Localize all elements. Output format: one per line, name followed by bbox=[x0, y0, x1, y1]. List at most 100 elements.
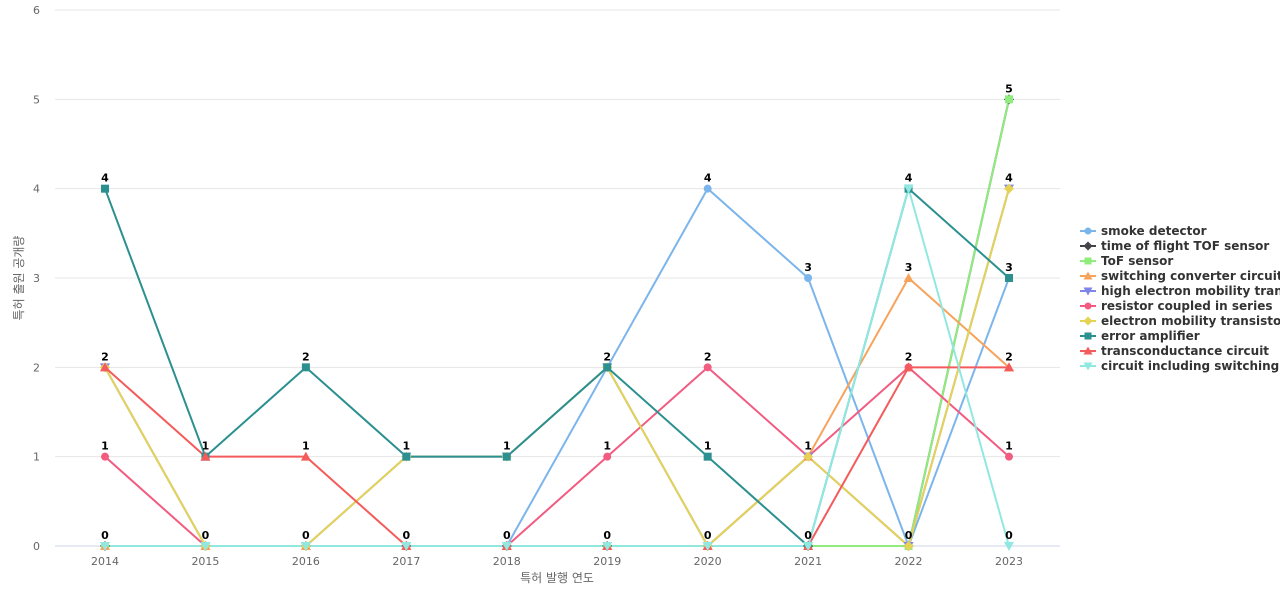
legend-symbol bbox=[1083, 271, 1093, 280]
data-label: 5 bbox=[1005, 82, 1013, 95]
data-point bbox=[703, 184, 712, 193]
series-line bbox=[105, 99, 1010, 547]
x-tick-label: 2017 bbox=[392, 555, 420, 568]
data-label: 4 bbox=[905, 172, 913, 185]
data-point bbox=[300, 451, 311, 461]
x-tick-label: 2019 bbox=[593, 555, 621, 568]
y-tick-label: 0 bbox=[33, 540, 40, 553]
data-point bbox=[903, 184, 914, 194]
legend-symbol bbox=[1083, 346, 1093, 355]
y-tick-label: 1 bbox=[33, 451, 40, 464]
series-lines bbox=[104, 99, 1010, 547]
legend-label: error amplifier bbox=[1101, 329, 1200, 343]
data-point bbox=[101, 184, 109, 193]
legend-label: time of flight TOF sensor bbox=[1101, 239, 1269, 253]
data-label: 1 bbox=[1005, 440, 1013, 453]
data-point bbox=[602, 542, 613, 551]
x-tick-label: 2022 bbox=[895, 555, 923, 568]
x-axis-ticks: 2014 2015 2016 2017 2018 2019 2020 2021 2022 2023 bbox=[91, 555, 1023, 568]
data-label: 0 bbox=[603, 529, 611, 542]
legend-label: electron mobility transistor bbox=[1101, 314, 1280, 328]
data-label: 2 bbox=[905, 350, 913, 363]
data-point bbox=[501, 542, 512, 551]
y-tick-label: 6 bbox=[33, 4, 40, 17]
data-label: 1 bbox=[804, 440, 812, 453]
data-label: 4 bbox=[101, 172, 109, 185]
legend-label: transconductance circuit bbox=[1101, 344, 1269, 358]
y-tick-label: 3 bbox=[33, 272, 40, 285]
data-label: 1 bbox=[503, 440, 511, 453]
x-tick-label: 2021 bbox=[794, 555, 822, 568]
data-label: 0 bbox=[503, 529, 511, 542]
x-tick-label: 2016 bbox=[292, 555, 320, 568]
y-axis-title: 특허 출원 공개량 bbox=[12, 236, 26, 321]
legend-item[interactable]: time of flight TOF sensor bbox=[1080, 239, 1269, 253]
legend-item[interactable]: ToF sensor bbox=[1080, 254, 1173, 268]
data-label: 0 bbox=[403, 529, 411, 542]
data-labels: 0 1 2 4 0 1 0 1 2 0 1 0 1 0 1 2 0 1 2 4 0 1 3 0 2 3 4 0 1 2 3 4 5 bbox=[101, 82, 1013, 542]
legend-symbol bbox=[1084, 302, 1092, 310]
data-label: 4 bbox=[1005, 172, 1013, 185]
x-axis-title: 특허 발행 연도 bbox=[520, 570, 594, 585]
data-point bbox=[502, 452, 511, 461]
data-point bbox=[200, 542, 211, 551]
data-label: 3 bbox=[905, 261, 913, 274]
data-label: 1 bbox=[704, 440, 712, 453]
data-point bbox=[903, 273, 914, 282]
legend-item[interactable]: smoke detector bbox=[1080, 224, 1207, 238]
data-label: 0 bbox=[905, 529, 913, 542]
legend-item[interactable]: circuit including switching... bbox=[1080, 359, 1280, 373]
data-point bbox=[101, 452, 109, 461]
y-axis-ticks: 0 1 2 3 4 5 6 bbox=[33, 4, 40, 553]
legend-item[interactable]: error amplifier bbox=[1080, 329, 1200, 343]
data-point bbox=[1005, 95, 1013, 104]
data-point bbox=[1004, 183, 1014, 194]
data-label: 1 bbox=[101, 440, 109, 453]
series-markers bbox=[100, 94, 1014, 551]
legend-item[interactable]: resistor coupled in series bbox=[1080, 299, 1272, 313]
legend-item[interactable]: electron mobility transistor bbox=[1080, 314, 1280, 328]
data-point bbox=[903, 362, 914, 372]
data-label: 1 bbox=[302, 440, 310, 453]
data-point bbox=[1005, 452, 1013, 461]
legend-label: smoke detector bbox=[1101, 224, 1207, 238]
data-point bbox=[703, 363, 712, 372]
data-point bbox=[603, 363, 612, 372]
data-point bbox=[301, 363, 310, 372]
data-point bbox=[703, 452, 712, 461]
legend-symbol bbox=[1083, 316, 1093, 326]
data-label: 3 bbox=[804, 261, 812, 274]
legend-symbol bbox=[1084, 227, 1092, 235]
data-point bbox=[401, 542, 412, 551]
y-tick-label: 2 bbox=[33, 361, 40, 374]
data-point bbox=[702, 542, 713, 551]
data-label: 0 bbox=[101, 529, 109, 542]
data-label: 0 bbox=[704, 529, 712, 542]
data-point bbox=[100, 362, 110, 372]
x-tick-label: 2018 bbox=[493, 555, 521, 568]
data-point bbox=[903, 541, 914, 551]
legend-item[interactable]: transconductance circuit bbox=[1080, 344, 1269, 358]
legend-label: resistor coupled in series bbox=[1101, 299, 1272, 313]
data-label: 2 bbox=[603, 350, 611, 363]
series-line bbox=[105, 99, 1010, 547]
data-point bbox=[1004, 362, 1014, 372]
data-point bbox=[803, 542, 814, 551]
legend-item[interactable]: high electron mobility tran... bbox=[1080, 284, 1280, 298]
data-label: 1 bbox=[202, 440, 210, 453]
data-label: 0 bbox=[202, 529, 210, 542]
data-label: 2 bbox=[101, 350, 109, 363]
data-label: 2 bbox=[1005, 350, 1013, 363]
legend-symbol bbox=[1084, 332, 1092, 340]
data-label: 0 bbox=[302, 529, 310, 542]
x-tick-label: 2023 bbox=[995, 555, 1023, 568]
data-label: 0 bbox=[1005, 529, 1013, 542]
data-point bbox=[200, 451, 211, 461]
data-label: 4 bbox=[704, 172, 712, 185]
legend-symbol bbox=[1083, 287, 1093, 296]
data-point bbox=[100, 542, 110, 551]
x-tick-label: 2020 bbox=[694, 555, 722, 568]
legend-item[interactable]: switching converter circuit bbox=[1080, 269, 1280, 283]
